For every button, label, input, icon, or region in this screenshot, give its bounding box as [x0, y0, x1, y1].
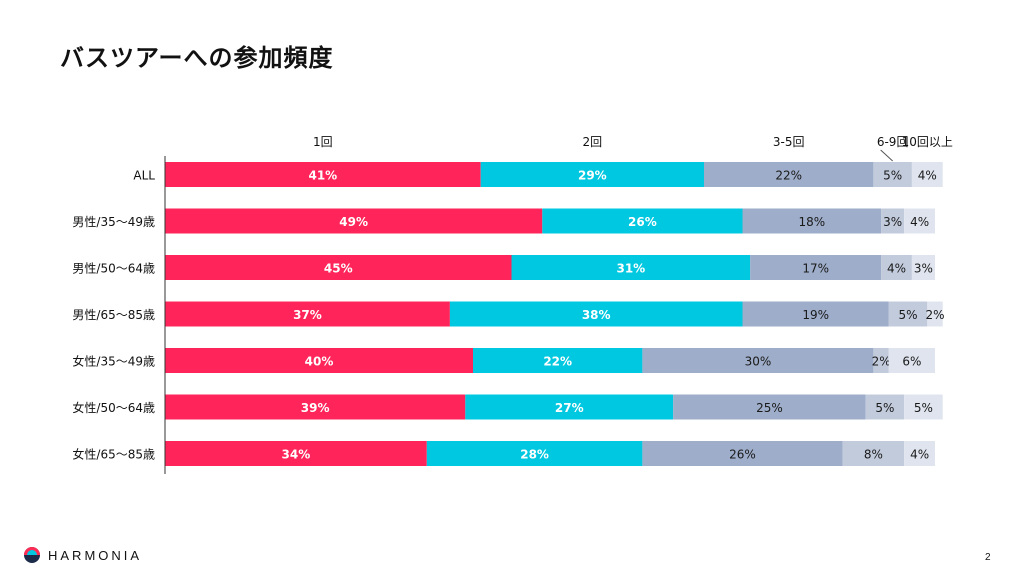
data-label: 17%: [802, 262, 829, 276]
bar-segment: [873, 162, 912, 187]
bar-segment: [449, 301, 743, 327]
data-label: 22%: [543, 355, 572, 369]
bar-row: 女性/65～85歳 34% 28% 26% 8% 4%: [72, 441, 935, 466]
bar-segment: [904, 208, 935, 234]
bar-segment: [465, 394, 674, 420]
category-label: 女性/50～64歳: [72, 400, 155, 415]
data-label: 45%: [324, 262, 353, 276]
bar-segment: [742, 301, 889, 327]
bar-segment: [642, 441, 843, 466]
category-label: 女性/65～85歳: [72, 447, 155, 462]
data-label: 22%: [775, 169, 802, 183]
data-label: 4%: [918, 169, 937, 183]
data-label: 19%: [802, 308, 829, 322]
bar-segment: [165, 441, 427, 466]
bar-segment: [888, 301, 928, 327]
bar-segment: [165, 301, 450, 327]
category-label: 男性/65～85歳: [72, 308, 155, 322]
bar-segment: [904, 441, 935, 466]
legend-label: 10回以上: [902, 135, 953, 149]
bar-row: 男性/35～49歳 49% 26% 18% 3% 4%: [72, 208, 935, 234]
bar-segment: [927, 301, 943, 327]
data-label: 5%: [883, 169, 902, 183]
bar-segment: [873, 348, 889, 373]
bar-segment: [842, 441, 905, 466]
category-label: 男性/50～64歳: [72, 262, 155, 276]
data-label: 49%: [339, 215, 368, 229]
data-label: 6%: [902, 355, 921, 369]
data-label: 40%: [305, 355, 334, 369]
data-label: 4%: [910, 448, 929, 462]
bar-segment: [426, 441, 643, 466]
data-label: 8%: [864, 448, 883, 462]
bar-segment: [888, 348, 935, 373]
data-label: 41%: [308, 169, 337, 183]
bar-row: 女性/50～64歳 39% 27% 25% 5% 5%: [72, 394, 943, 420]
bar-segment: [480, 162, 704, 187]
brand-logo: HARMONIA: [24, 547, 142, 563]
data-label: 27%: [555, 401, 584, 415]
bar-segment: [165, 208, 543, 234]
category-label: ALL: [133, 169, 155, 183]
data-label: 5%: [899, 308, 918, 322]
harmonia-logo-icon: [24, 547, 40, 563]
data-label: 28%: [520, 448, 549, 462]
data-label: 26%: [729, 448, 756, 462]
chart-rows: ALL 41% 29% 22% 5% 4%男性/35～49歳 49% 26% 18% 3% 4%男性…: [72, 162, 945, 466]
bar-segment: [165, 394, 466, 420]
data-label: 25%: [756, 401, 783, 415]
data-label: 5%: [875, 401, 894, 415]
data-label: 4%: [887, 262, 906, 276]
bar-segment: [542, 208, 743, 234]
bar-segment: [911, 255, 935, 280]
data-label: 31%: [616, 262, 645, 276]
category-label: 男性/35～49歳: [72, 215, 155, 229]
bar-segment: [881, 255, 912, 280]
data-label: 26%: [628, 215, 657, 229]
bar-segment: [904, 394, 943, 420]
data-label: 37%: [293, 308, 322, 322]
page-number: 2: [985, 552, 991, 563]
data-label: 39%: [301, 401, 330, 415]
bar-segment: [704, 162, 874, 187]
data-label: 5%: [914, 401, 933, 415]
legend-label: 6-9回: [877, 135, 909, 149]
bar-segment: [881, 208, 905, 234]
bar-row: 女性/35～49歳 40% 22% 30% 2% 6%: [72, 348, 935, 373]
category-label: 女性/35～49歳: [72, 354, 155, 369]
data-label: 34%: [282, 448, 311, 462]
legend-label: 3-5回: [773, 135, 805, 149]
bar-segment: [165, 255, 512, 280]
bar-segment: [642, 348, 874, 373]
brand-name: HARMONIA: [48, 547, 143, 563]
bar-segment: [473, 348, 643, 373]
bar-row: 男性/65～85歳 37% 38% 19% 5% 2%: [72, 301, 945, 327]
data-label: 3%: [914, 262, 933, 276]
bar-segment: [511, 255, 751, 280]
data-label: 3%: [883, 215, 902, 229]
legend-label: 1回: [313, 135, 333, 149]
bar-segment: [165, 162, 481, 187]
data-label: 29%: [578, 169, 607, 183]
bar-row: 男性/50～64歳 45% 31% 17% 4% 3%: [72, 255, 935, 280]
data-label: 18%: [798, 215, 825, 229]
data-label: 4%: [910, 215, 929, 229]
bar-segment: [165, 348, 473, 373]
bar-segment: [742, 208, 882, 234]
bar-segment: [673, 394, 866, 420]
bar-segment: [911, 162, 943, 187]
bar-row: ALL 41% 29% 22% 5% 4%: [133, 162, 943, 187]
legend-leader-line: [880, 149, 893, 162]
bar-segment: [865, 394, 905, 420]
legend-label: 2回: [583, 135, 603, 149]
bar-segment: [750, 255, 882, 280]
data-label: 30%: [745, 355, 772, 369]
data-label: 38%: [582, 308, 611, 322]
page-title: バスツアーへの参加頻度: [60, 44, 334, 72]
data-label: 2%: [925, 308, 944, 322]
data-label: 2%: [872, 355, 891, 369]
